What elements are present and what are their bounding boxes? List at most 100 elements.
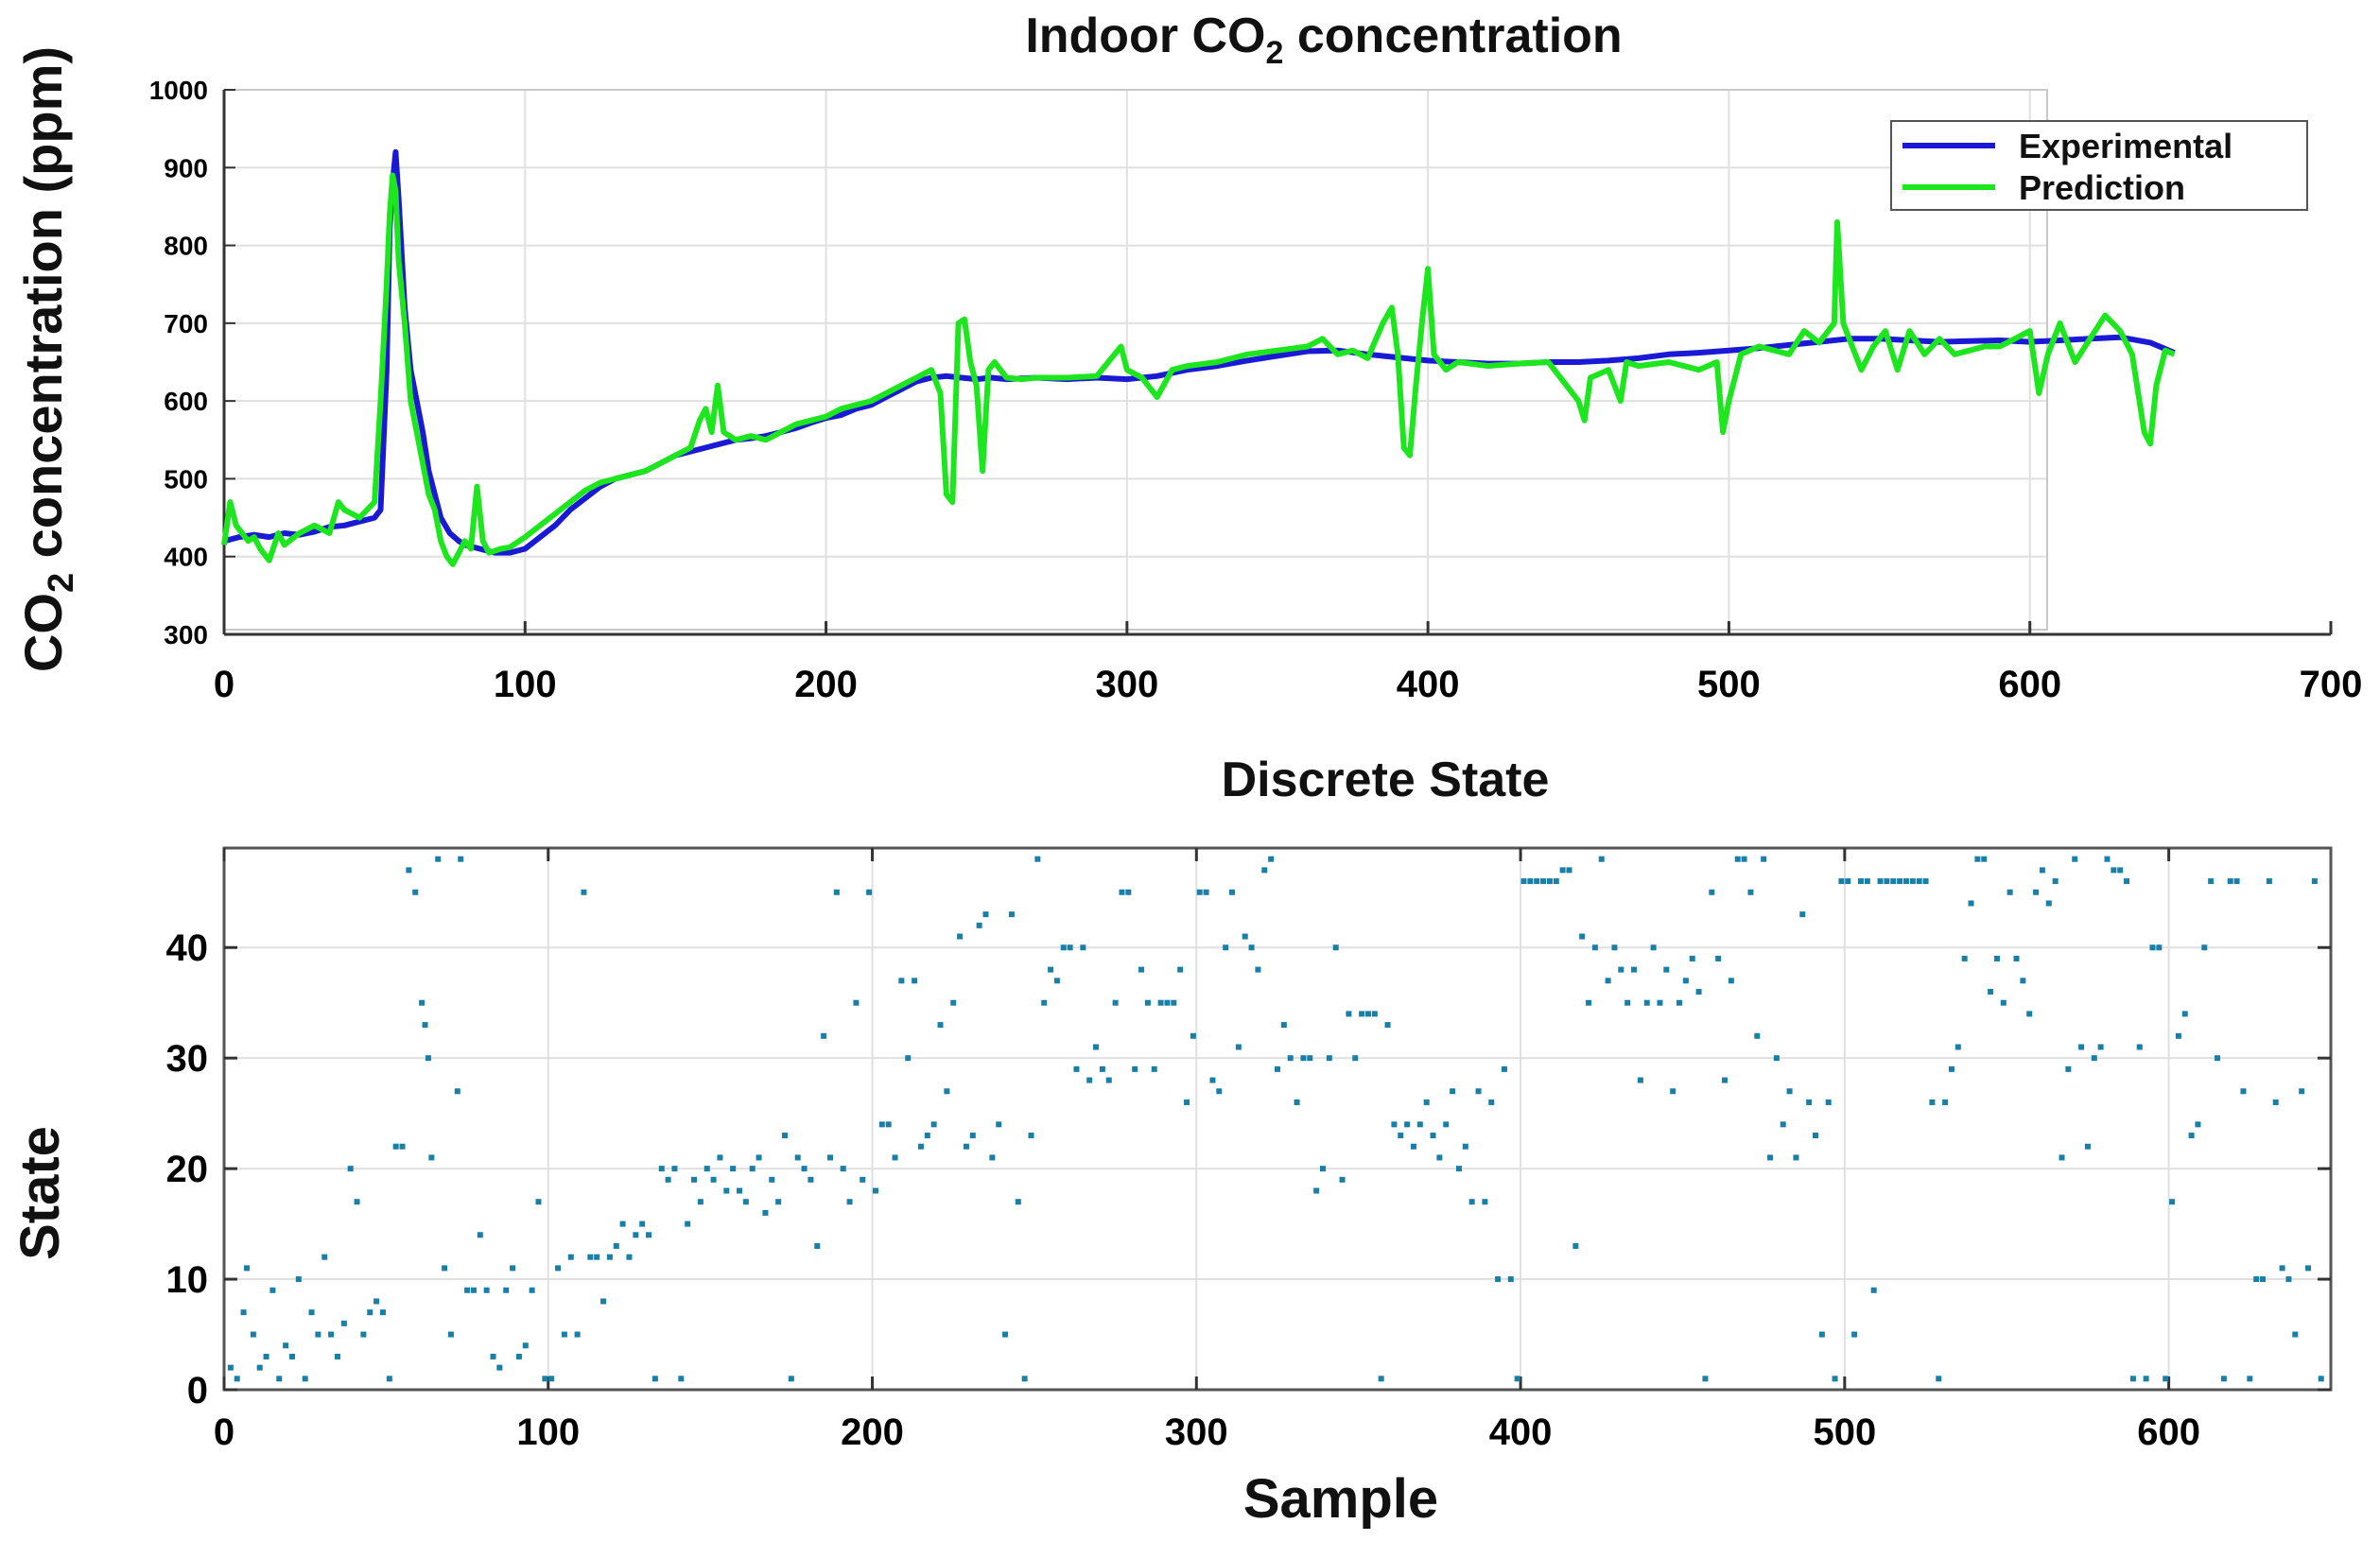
state-point xyxy=(1339,1176,1346,1183)
co2-title-main: Indoor CO xyxy=(1025,9,1265,63)
state-point xyxy=(1909,878,1916,885)
state-point xyxy=(2078,1044,2085,1050)
state-point xyxy=(302,1376,308,1382)
state-point xyxy=(2233,878,2240,885)
state-point xyxy=(2260,1276,2267,1283)
state-point xyxy=(2240,1088,2247,1095)
state-point xyxy=(1041,999,1048,1006)
state-point xyxy=(2059,1154,2065,1161)
state-chart-title: Discrete State xyxy=(1222,753,1550,807)
state-point xyxy=(917,1143,924,1150)
state-point xyxy=(1961,955,1968,961)
state-point xyxy=(2111,867,2117,874)
state-x-tick-label: 200 xyxy=(841,1411,904,1453)
state-point xyxy=(1663,966,1670,973)
co2-x-ticks: 0 100 200 300 400 500 600 700 xyxy=(214,621,2362,705)
state-point xyxy=(2143,1376,2149,1382)
state-point xyxy=(685,1221,691,1227)
state-point xyxy=(1048,966,1054,973)
state-point xyxy=(1326,1055,1332,1062)
state-point xyxy=(1352,1055,1359,1062)
state-point xyxy=(606,1254,613,1260)
state-point xyxy=(1553,878,1559,885)
state-point xyxy=(535,1199,542,1205)
state-point xyxy=(1611,944,1618,951)
state-point xyxy=(529,1287,535,1293)
state-point xyxy=(1275,1065,1280,1072)
state-point xyxy=(1423,1099,1430,1105)
co2-y-tick-label: 600 xyxy=(164,387,208,416)
state-point xyxy=(1968,900,1974,907)
state-point xyxy=(665,1176,671,1183)
state-point xyxy=(328,1331,335,1338)
state-point xyxy=(428,1154,435,1161)
state-point xyxy=(1702,1376,1709,1382)
state-point xyxy=(1722,1077,1729,1083)
state-point xyxy=(503,1287,510,1293)
state-point xyxy=(1689,955,1695,961)
state-point xyxy=(1235,1044,1242,1050)
co2-title-subscript: 2 xyxy=(1266,35,1284,71)
state-point xyxy=(1093,1044,1100,1050)
state-point xyxy=(269,1287,276,1293)
state-point xyxy=(671,1166,678,1172)
co2-x-tick-label: 400 xyxy=(1397,664,1460,705)
state-x-tick-label: 0 xyxy=(214,1411,235,1453)
state-point xyxy=(1177,966,1184,973)
state-point xyxy=(522,1342,529,1349)
co2-x-tick-label: 300 xyxy=(1095,664,1158,705)
state-point xyxy=(658,1166,665,1172)
state-point xyxy=(555,1265,562,1272)
state-point xyxy=(912,978,918,984)
state-point xyxy=(801,1166,808,1172)
state-point xyxy=(626,1254,633,1260)
state-point xyxy=(2285,1276,2292,1283)
state-point xyxy=(392,1143,399,1150)
state-point xyxy=(1268,856,1275,862)
state-point xyxy=(367,1309,374,1316)
state-point xyxy=(510,1265,516,1272)
state-point xyxy=(1015,1199,1021,1205)
state-point xyxy=(2299,1088,2305,1095)
state-point xyxy=(347,1166,354,1172)
state-x-tick-label: 300 xyxy=(1165,1411,1228,1453)
state-point xyxy=(1507,1276,1514,1283)
state-point xyxy=(1682,978,1689,984)
state-point xyxy=(454,1088,460,1095)
state-point xyxy=(976,922,982,928)
state-point xyxy=(542,1376,548,1382)
state-point xyxy=(464,1287,471,1293)
state-point xyxy=(1793,1154,1799,1161)
state-point xyxy=(1008,911,1015,918)
state-point xyxy=(1527,878,1534,885)
state-point xyxy=(1346,1011,1352,1017)
state-point xyxy=(2149,944,2156,951)
co2-ylabel-subscript: 2 xyxy=(42,573,81,593)
state-plot-frame xyxy=(222,846,2333,1392)
state-point xyxy=(1884,878,1890,885)
state-point xyxy=(1799,911,1806,918)
co2-x-tick-label: 600 xyxy=(1998,664,2061,705)
state-point xyxy=(2104,856,2111,862)
state-point xyxy=(2272,1099,2279,1105)
state-point xyxy=(1455,1166,1462,1172)
state-point xyxy=(1832,1376,1838,1382)
state-point xyxy=(1151,1065,1157,1072)
state-point xyxy=(651,1376,658,1382)
state-point xyxy=(860,1176,866,1183)
state-point xyxy=(2311,878,2318,885)
state-point xyxy=(866,889,873,895)
state-point xyxy=(1988,989,1994,996)
state-point xyxy=(1773,1055,1780,1062)
state-point xyxy=(2072,856,2078,862)
state-point xyxy=(2169,1199,2176,1205)
state-point xyxy=(1034,856,1041,862)
state-point xyxy=(1391,1121,1398,1128)
state-point xyxy=(2247,1376,2253,1382)
state-point xyxy=(2084,1143,2091,1150)
state-y-tick-label: 20 xyxy=(166,1149,209,1190)
state-point xyxy=(1384,1022,1391,1029)
state-point xyxy=(2006,889,2013,895)
state-point xyxy=(2052,878,2059,885)
state-grid xyxy=(224,848,2331,1390)
